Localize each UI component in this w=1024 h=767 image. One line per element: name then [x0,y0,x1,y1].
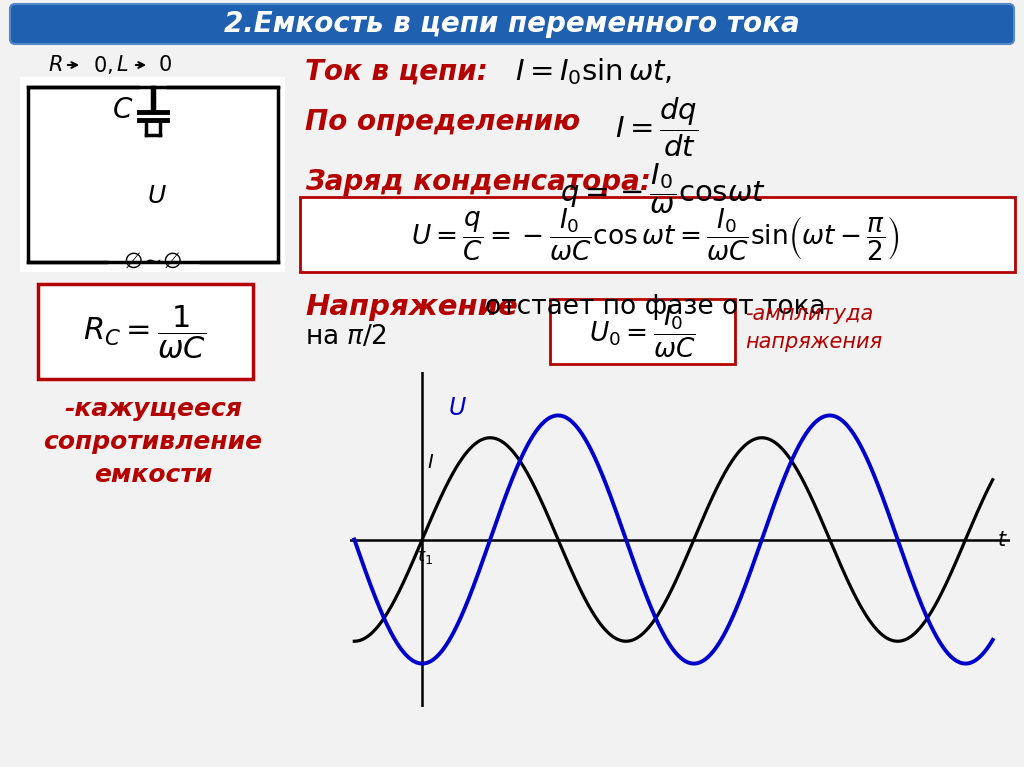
Bar [300,197,1015,272]
Text: $t$: $t$ [997,529,1008,549]
Text: -амплитуда: -амплитуда [745,304,873,324]
Text: $U$: $U$ [147,184,167,208]
Bar [38,284,253,379]
Bar [20,77,285,272]
Text: Заряд конденсатора:: Заряд конденсатора: [305,168,651,196]
Text: $R_C = \dfrac{1}{\omega C}$: $R_C = \dfrac{1}{\omega C}$ [83,303,207,360]
Text: $I = I_0 \sin \omega t,$: $I = I_0 \sin \omega t,$ [515,57,673,87]
Text: емкости: емкости [94,463,212,487]
Bar [300,197,1015,272]
Text: Ток в цепи:: Ток в цепи: [305,58,487,86]
Bar [38,284,253,379]
Text: $R$: $R$ [48,55,62,75]
Text: По определению: По определению [305,108,581,136]
Text: на $\pi/2$: на $\pi/2$ [305,324,387,350]
Text: отстает по фазе от тока: отстает по фазе от тока [485,294,825,320]
Text: $L$: $L$ [116,55,128,75]
Text: $\emptyset\!\sim\!\emptyset$: $\emptyset\!\sim\!\emptyset$ [123,252,182,272]
FancyBboxPatch shape [10,4,1014,44]
Text: $U_0 = \dfrac{I_0}{\omega C}$: $U_0 = \dfrac{I_0}{\omega C}$ [589,304,695,360]
Text: сопротивление: сопротивление [43,430,262,454]
Text: $0,$: $0,$ [93,54,113,76]
Text: $I$: $I$ [427,453,434,472]
Text: $t_1$: $t_1$ [418,545,433,565]
Text: $C$: $C$ [113,96,134,124]
Text: $q = -\dfrac{I_0}{\omega}\mathrm{cos}\omega t$: $q = -\dfrac{I_0}{\omega}\mathrm{cos}\om… [560,162,766,216]
Text: -кажущееся: -кажущееся [65,397,242,421]
Text: $I = \dfrac{dq}{dt}$: $I = \dfrac{dq}{dt}$ [615,95,698,159]
Text: Напряжение: Напряжение [305,293,518,321]
Text: $U$: $U$ [449,396,467,420]
Text: $0$: $0$ [158,55,172,75]
Bar [550,299,735,364]
Text: $U = \dfrac{q}{C} = -\dfrac{I_0}{\omega C}\cos \omega t = \dfrac{I_0}{\omega C}\: $U = \dfrac{q}{C} = -\dfrac{I_0}{\omega … [411,206,899,263]
Text: напряжения: напряжения [745,332,882,352]
Bar [550,299,735,364]
Bar [28,87,278,262]
Text: 2.Емкость в цепи переменного тока: 2.Емкость в цепи переменного тока [224,10,800,38]
